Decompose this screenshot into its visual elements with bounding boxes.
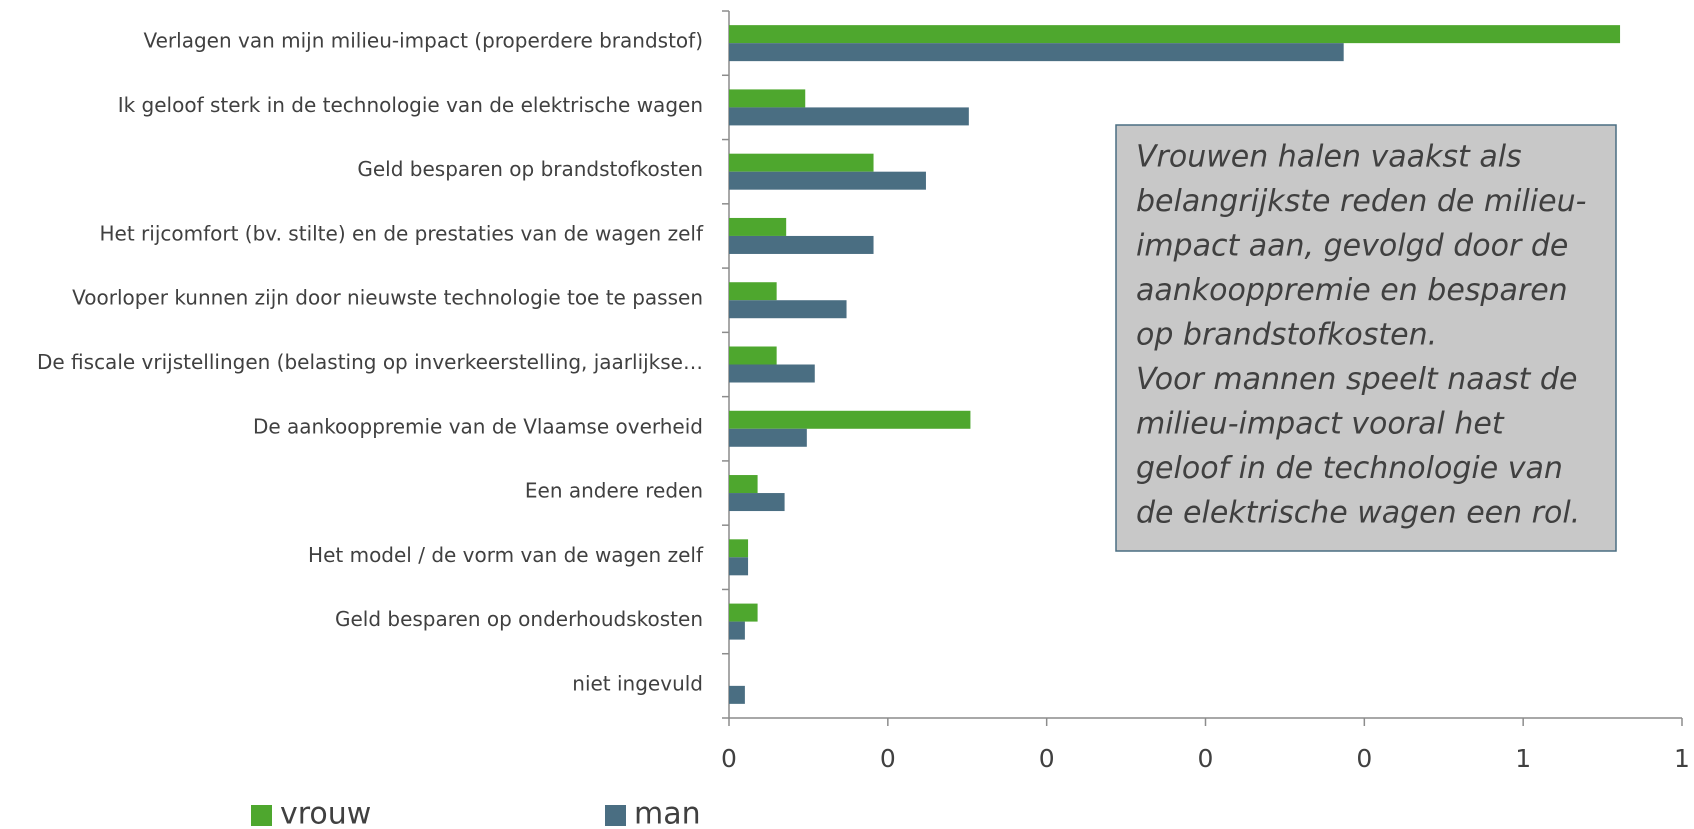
bar <box>729 493 785 512</box>
x-tick-label: 0 <box>1039 744 1055 773</box>
x-tick-label: 0 <box>1356 744 1372 773</box>
legend-label: vrouw <box>280 797 371 829</box>
category-label: Ik geloof sterk in de technologie van de… <box>118 93 703 117</box>
x-tick-label: 0 <box>721 744 737 773</box>
category-label: Verlagen van mijn milieu-impact (properd… <box>143 29 703 53</box>
bar <box>729 282 777 301</box>
category-label: Geld besparen op brandstofkosten <box>357 157 703 181</box>
bar <box>729 25 1621 44</box>
bar <box>729 235 874 254</box>
category-label: De fiscale vrijstellingen (belasting op … <box>37 350 703 374</box>
bar <box>729 410 971 429</box>
annotation-line: geloof in de technologie van <box>1136 451 1563 486</box>
category-label: Voorloper kunnen zijn door nieuwste tech… <box>72 286 703 310</box>
x-tick-label: 0 <box>880 744 896 773</box>
annotation-box <box>1115 124 1617 552</box>
annotation-line: aankooppremie en besparen <box>1136 273 1568 308</box>
bar <box>729 685 745 704</box>
bar <box>729 89 806 108</box>
annotation-line: op brandstofkosten. <box>1136 318 1437 353</box>
category-label: De aankooppremie van de Vlaamse overheid <box>253 414 703 438</box>
category-label: Het rijcomfort (bv. stilte) en de presta… <box>100 221 704 245</box>
annotation-line: Voor mannen speelt naast de <box>1136 362 1577 397</box>
bar <box>729 475 758 494</box>
annotation-line: Vrouwen halen vaakst als <box>1136 140 1522 175</box>
bar <box>729 217 787 236</box>
legend-swatch <box>605 805 626 826</box>
bar <box>729 557 749 576</box>
category-label: niet ingevuld <box>572 671 703 695</box>
category-label: Het model / de vorm van de wagen zelf <box>308 543 704 567</box>
bar <box>729 107 969 126</box>
annotation-line: impact aan, gevolgd door de <box>1136 229 1568 264</box>
annotation-line: milieu-impact vooral het <box>1136 407 1505 442</box>
bar <box>729 428 807 447</box>
bar <box>729 539 749 558</box>
bar <box>729 300 847 319</box>
category-label: Een andere reden <box>525 479 703 503</box>
x-tick-label: 1 <box>1515 744 1531 773</box>
legend-label: man <box>634 797 701 829</box>
bar <box>729 603 758 622</box>
bar <box>729 153 874 172</box>
bar <box>729 43 1344 62</box>
bar <box>729 364 815 383</box>
legend-swatch <box>251 805 272 826</box>
x-tick-label: 0 <box>1198 744 1214 773</box>
annotation-line: de elektrische wagen een rol. <box>1136 496 1580 531</box>
bar <box>729 621 745 640</box>
bar <box>729 171 926 190</box>
bar <box>729 346 777 365</box>
x-tick-label: 1 <box>1674 744 1690 773</box>
annotation-line: belangrijkste reden de milieu- <box>1136 184 1586 219</box>
category-label: Geld besparen op onderhoudskosten <box>335 607 703 631</box>
